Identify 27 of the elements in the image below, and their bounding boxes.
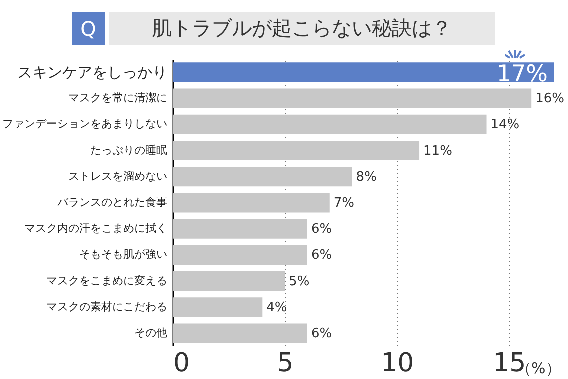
y-tick-label: マスクをこまめに変える	[46, 274, 168, 288]
data-label: 14%	[490, 118, 520, 133]
y-tick-label: マスクを常に清潔に	[68, 92, 168, 105]
y-tick-label: たっぷりの睡眠	[90, 144, 168, 157]
y-tick-label: ファンデーションをあまりしない	[2, 118, 168, 131]
y-tick-label: その他	[134, 326, 168, 340]
y-tick-label: バランスのとれた食事	[56, 196, 168, 209]
chart-title: 肌トラブルが起こらない秘訣は？	[109, 12, 495, 45]
data-label: 7%	[334, 196, 355, 211]
data-label: 11%	[424, 144, 452, 159]
x-tick-label: 10	[381, 348, 414, 378]
y-tick-label: マスクの素材にこだわる	[46, 300, 168, 314]
data-label: 6%	[311, 326, 332, 342]
data-label: 8%	[356, 170, 377, 185]
text: Q	[72, 12, 105, 45]
x-tick-label: 5	[277, 348, 294, 378]
data-label: 16%	[536, 92, 564, 107]
y-tick-label: スキンケアをしっかり	[18, 63, 168, 82]
data-label: 6%	[311, 222, 332, 238]
y-tick-label: ストレスを溜めない	[68, 170, 168, 183]
y-tick-label: そもそも肌が強い	[80, 248, 168, 262]
data-label: 4%	[266, 300, 288, 316]
x-tick-label: 0	[174, 348, 190, 378]
data-label: 6%	[311, 248, 332, 264]
data-label: 17%	[496, 61, 548, 88]
y-tick-label: マスク内の汗をこまめに拭く	[24, 222, 168, 236]
data-label: 5%	[289, 274, 310, 290]
